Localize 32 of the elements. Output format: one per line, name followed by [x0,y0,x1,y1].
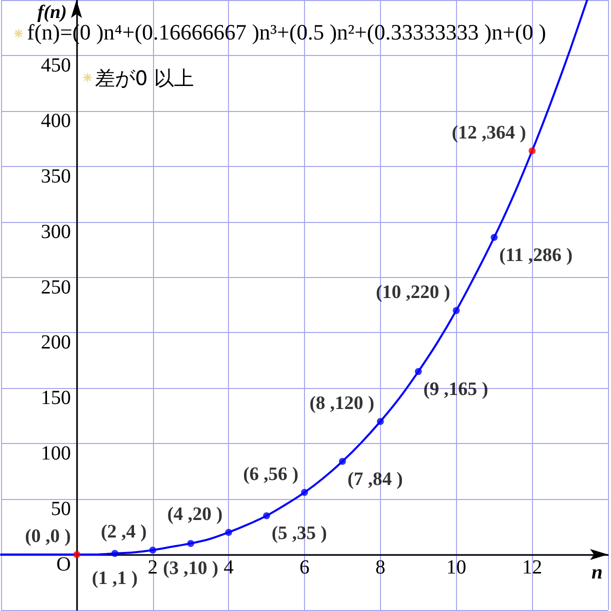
y-tick-label: 200 [40,332,71,354]
annotation: 差が0 以上 [95,66,194,90]
y-tick-label: 400 [40,110,71,132]
y-tick-label: 350 [40,165,71,188]
x-tick-label: 6 [300,556,310,579]
y-tick-label: O [56,554,71,576]
data-label: (7 ,84 ) [347,468,403,490]
data-label: (5 ,35 ) [272,523,327,544]
data-label: (11 ,286 ) [499,244,573,266]
x-tick-label: 2 [148,556,158,579]
data-label: (10 ,220 ) [376,282,450,304]
x-tick-label: 8 [375,556,386,579]
x-axis-title: n [591,562,603,584]
x-tick-label: 12 [522,556,542,579]
data-label: (2 ,4 ) [100,522,147,543]
data-label: (9 ,165 ) [423,379,488,400]
y-tick-label: 300 [40,220,71,243]
y-tick-label: 250 [40,276,71,298]
x-tick-label: 10 [446,556,466,579]
data-label: (8 ,120 ) [309,392,374,414]
y-tick-label: 150 [40,387,71,410]
data-label: (4 ,20 ) [167,504,223,525]
data-label: (6 ,56 ) [243,464,298,485]
y-tick-label: 450 [40,54,71,76]
data-label: (3 ,10 ) [162,558,218,579]
data-label: (0 ,0 ) [24,526,71,548]
y-tick-label: 100 [40,442,71,465]
x-tick-label: 4 [224,556,234,579]
data-label: (12 ,364 ) [452,122,526,144]
y-axis-title: f(n) [37,2,67,23]
y-tick-label: 50 [50,498,71,520]
data-label: (1 ,1 ) [92,568,138,589]
